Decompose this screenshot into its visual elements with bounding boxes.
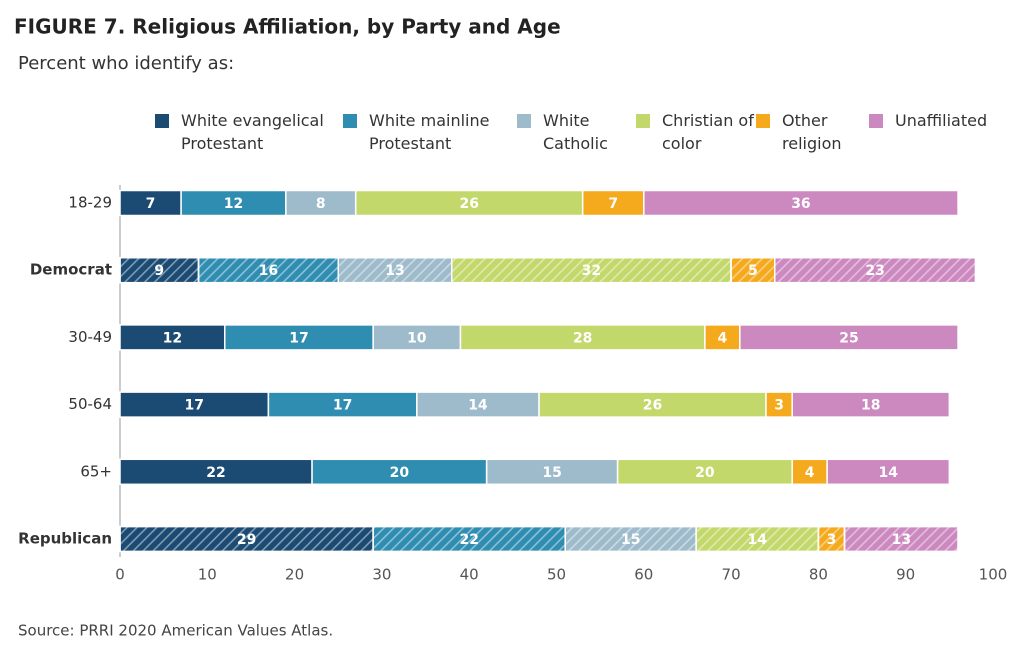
- data-label: 14: [468, 398, 488, 414]
- data-label: 26: [643, 398, 662, 414]
- legend-label: Other religion: [782, 111, 842, 153]
- data-label: 23: [865, 263, 884, 279]
- legend-swatch: [869, 114, 883, 128]
- legend-label: Christian of color: [662, 111, 754, 153]
- data-label: 3: [774, 398, 784, 414]
- bar-segment: [739, 324, 959, 351]
- data-label: 18: [861, 398, 880, 414]
- x-tick-label: 70: [722, 566, 741, 584]
- data-label: 36: [791, 196, 810, 212]
- x-tick-label: 60: [634, 566, 653, 584]
- legend-label: Unaffiliated: [895, 111, 988, 130]
- bar-segment: [704, 324, 741, 351]
- data-label: 4: [717, 330, 727, 346]
- legend-swatch: [636, 114, 650, 128]
- data-label: 26: [459, 196, 478, 212]
- data-label: 12: [224, 196, 243, 212]
- bar-segment: [791, 458, 828, 486]
- legend-swatch: [155, 114, 169, 128]
- data-label: 15: [621, 532, 640, 548]
- y-tick-label: Republican: [18, 530, 112, 548]
- bar-segment: [224, 324, 374, 351]
- bar-segment: [180, 189, 287, 217]
- data-label: 13: [385, 263, 404, 279]
- data-label: 8: [316, 196, 326, 212]
- data-label: 20: [695, 465, 715, 481]
- hatch-overlay: [730, 256, 776, 284]
- legend-swatch: [756, 114, 770, 128]
- source: Source: PRRI 2020 American Values Atlas.: [18, 622, 333, 640]
- x-tick-label: 20: [285, 566, 304, 584]
- bar-segment: [267, 391, 418, 418]
- bar-segment: [311, 458, 488, 486]
- bar-segment: [285, 189, 357, 217]
- data-label: 3: [827, 532, 837, 548]
- x-tick-label: 80: [809, 566, 828, 584]
- data-label: 5: [748, 263, 758, 279]
- x-tick-label: 50: [547, 566, 566, 584]
- data-label: 15: [542, 465, 561, 481]
- data-label: 17: [333, 398, 352, 414]
- legend-label: White Catholic: [543, 111, 608, 153]
- data-label: 32: [582, 263, 601, 279]
- hatch-overlay: [119, 525, 374, 553]
- y-tick-label: Democrat: [30, 261, 112, 279]
- data-label: 14: [878, 465, 898, 481]
- x-tick-label: 0: [115, 566, 125, 584]
- data-label: 20: [390, 465, 410, 481]
- data-label: 12: [163, 330, 182, 346]
- y-tick-label: 18-29: [68, 194, 112, 212]
- chart-subtitle: Percent who identify as:: [18, 53, 234, 74]
- data-label: 13: [892, 532, 911, 548]
- bar-segment: [643, 189, 959, 217]
- data-label: 14: [748, 532, 768, 548]
- legend-label: White mainline Protestant: [369, 111, 490, 153]
- hatch-overlay: [843, 525, 959, 553]
- data-label: 22: [459, 532, 478, 548]
- hatch-overlay: [197, 256, 339, 284]
- data-label: 7: [608, 196, 618, 212]
- data-label: 29: [237, 532, 256, 548]
- hatch-overlay: [774, 256, 977, 284]
- x-tick-label: 40: [460, 566, 479, 584]
- data-label: 17: [289, 330, 308, 346]
- data-label: 28: [573, 330, 592, 346]
- y-tick-label: 50-64: [68, 395, 112, 413]
- x-tick-label: 100: [979, 566, 1008, 584]
- bar-segment: [119, 324, 226, 351]
- x-tick-label: 10: [198, 566, 217, 584]
- hatch-overlay: [372, 525, 566, 553]
- data-label: 25: [839, 330, 858, 346]
- y-tick-label: 30-49: [68, 328, 112, 346]
- data-label: 10: [407, 330, 427, 346]
- legend-swatch: [517, 114, 531, 128]
- x-tick-label: 90: [896, 566, 915, 584]
- bar-segment: [538, 391, 767, 418]
- bar-segment: [616, 458, 793, 486]
- data-label: 16: [259, 263, 278, 279]
- data-label: 9: [154, 263, 164, 279]
- data-label: 22: [206, 465, 225, 481]
- legend-label: White evangelical Protestant: [181, 111, 324, 153]
- bar-segment: [372, 324, 462, 351]
- data-label: 7: [146, 196, 156, 212]
- bar-segment: [791, 391, 951, 418]
- y-tick-label: 65+: [80, 462, 112, 480]
- chart-title: FIGURE 7. Religious Affiliation, by Part…: [14, 15, 561, 39]
- x-tick-label: 30: [372, 566, 391, 584]
- bar-segment: [765, 391, 793, 418]
- data-label: 4: [805, 465, 815, 481]
- hatch-overlay: [450, 256, 732, 284]
- bar-segment: [416, 391, 540, 418]
- bar-segment: [826, 458, 951, 486]
- data-label: 17: [184, 398, 203, 414]
- legend-swatch: [343, 114, 357, 128]
